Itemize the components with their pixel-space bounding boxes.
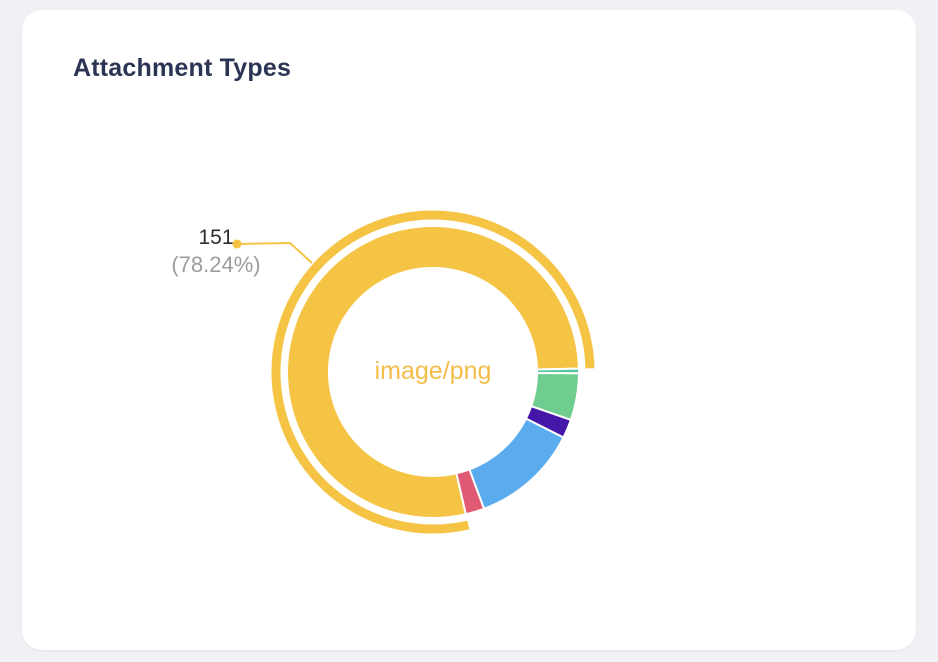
attachment-types-card: Attachment Types 151 (78.24%) image/png bbox=[22, 10, 916, 650]
donut-segment-5[interactable] bbox=[455, 468, 486, 516]
donut-segment-0-image-png[interactable] bbox=[286, 225, 580, 519]
donut-chart bbox=[232, 210, 595, 534]
chart-area: 151 (78.24%) image/png bbox=[22, 10, 916, 650]
callout-leader-line bbox=[236, 241, 313, 264]
highlight-outer-arc bbox=[271, 210, 595, 534]
page-title: Attachment Types bbox=[73, 54, 292, 82]
callout-dot bbox=[232, 239, 242, 249]
donut-segment-4[interactable] bbox=[468, 417, 565, 510]
